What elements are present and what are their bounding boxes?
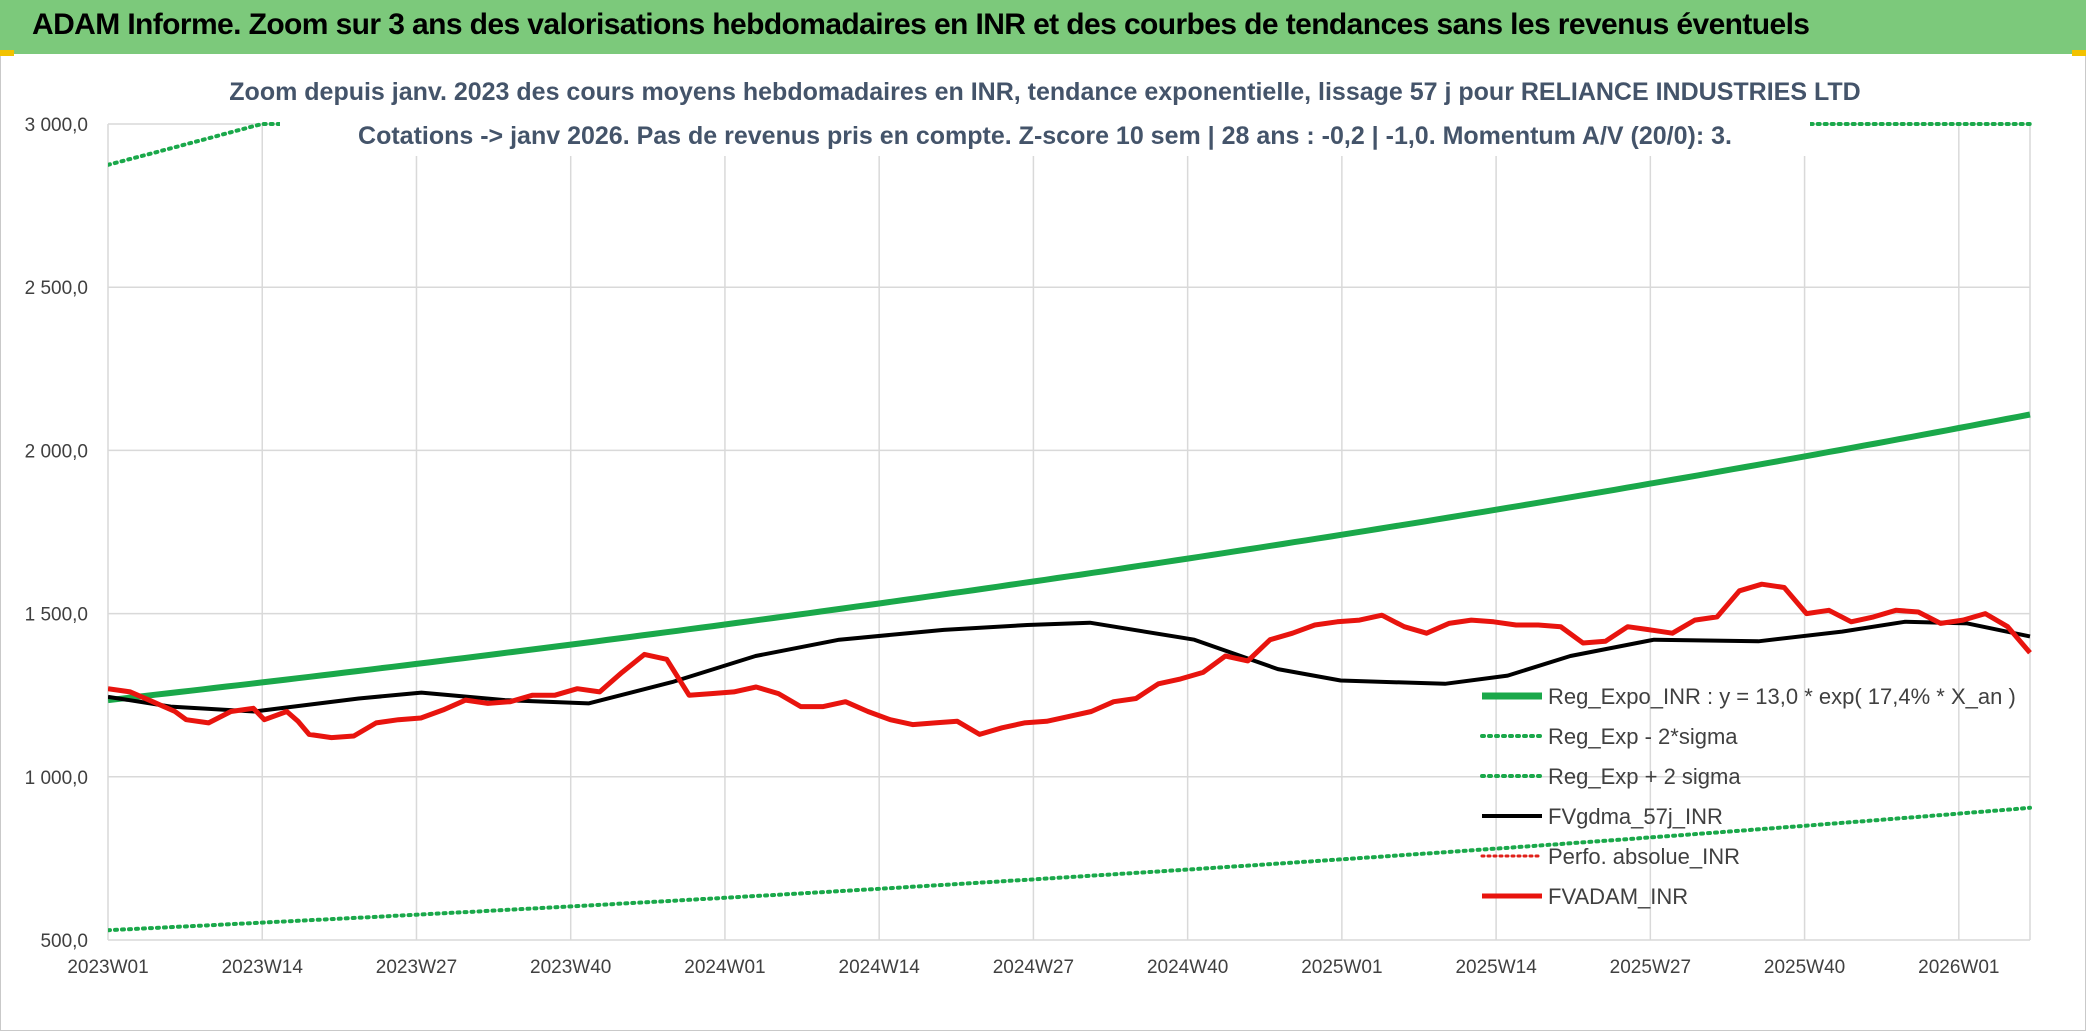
- series-layer: [108, 122, 2032, 933]
- x-tick-label: 2025W27: [1610, 957, 1691, 978]
- corner-mark-right: [2072, 50, 2086, 56]
- legend-label: Reg_Exp + 2 sigma: [1548, 764, 1741, 789]
- legend-label: Reg_Exp - 2*sigma: [1548, 724, 1738, 749]
- series-line-fvgdma: [108, 619, 2031, 714]
- corner-mark-left: [0, 50, 14, 56]
- grid-layer: [107, 123, 2031, 941]
- x-tick-label: 2023W40: [530, 957, 611, 978]
- axis-layer: 500,0 1 000,0 1 500,0 2 000,0 2 500,0 3 000,0…: [25, 115, 2000, 978]
- legend-label: FVgdma_57j_INR: [1548, 804, 1723, 829]
- y-tick-label: 1 000,0: [25, 768, 88, 789]
- y-tick-label: 2 000,0: [25, 441, 88, 462]
- x-tick-label: 2025W40: [1764, 957, 1845, 978]
- series-line-reg-exp-minus-2sigma: [108, 805, 2032, 933]
- chart-area: 500,0 1 000,0 1 500,0 2 000,0 2 500,0 3 000,0…: [25, 76, 2032, 978]
- x-tick-label: 2024W14: [839, 957, 921, 978]
- x-tick-label: 2024W40: [1147, 957, 1228, 978]
- legend-label: Perfo. absolue_INR: [1548, 844, 1740, 869]
- x-tick-label: 2023W14: [222, 957, 304, 978]
- header-title: ADAM Informe. Zoom sur 3 ans des valoris…: [32, 8, 1810, 41]
- x-tick-label: 2024W01: [684, 957, 765, 978]
- legend-label: Reg_Expo_INR : y = 13,0 * exp( 17,4% * X…: [1548, 684, 2016, 709]
- title-background: [280, 76, 1810, 156]
- y-tick-label: 500,0: [40, 931, 88, 952]
- y-tick-label: 2 500,0: [25, 278, 88, 299]
- x-tick-label: 2024W27: [993, 957, 1074, 978]
- y-tick-label: 3 000,0: [25, 115, 88, 136]
- x-tick-label: 2023W27: [376, 957, 457, 978]
- x-tick-label: 2026W01: [1918, 957, 1999, 978]
- series-line-reg-expo: [108, 411, 2031, 704]
- legend: Reg_Expo_INR : y = 13,0 * exp( 17,4% * X…: [1480, 684, 2016, 909]
- x-tick-label: 2025W01: [1301, 957, 1382, 978]
- legend-label: FVADAM_INR: [1548, 884, 1688, 909]
- chart-title-line2: Cotations -> janv 2026. Pas de revenus p…: [358, 122, 1732, 150]
- chart-title-line1: Zoom depuis janv. 2023 des cours moyens …: [229, 78, 1860, 106]
- header-band: ADAM Informe. Zoom sur 3 ans des valoris…: [0, 0, 2086, 54]
- x-tick-label: 2023W01: [67, 957, 148, 978]
- series-line-fvadam: [108, 581, 2032, 741]
- x-tick-label: 2025W14: [1455, 957, 1537, 978]
- y-tick-label: 1 500,0: [25, 605, 88, 626]
